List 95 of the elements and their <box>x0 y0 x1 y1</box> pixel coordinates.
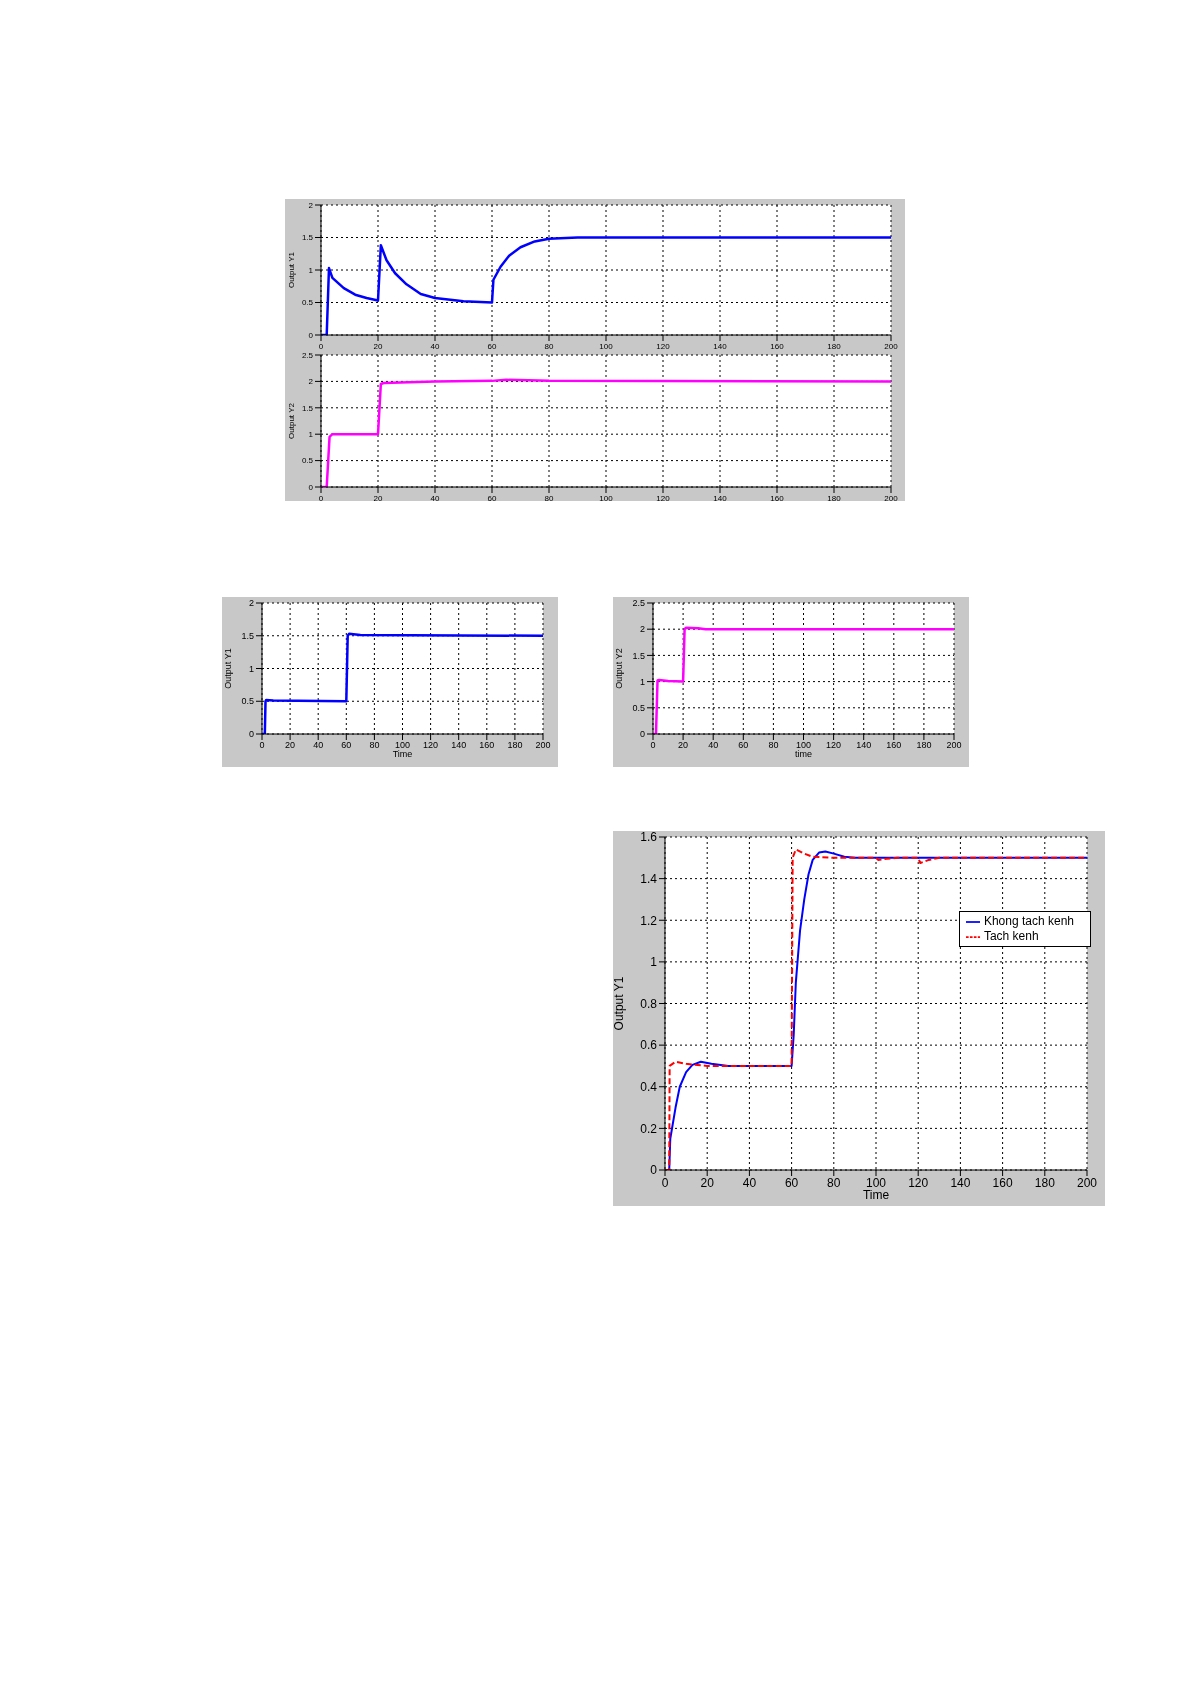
x-tick-label: 60 <box>487 493 497 503</box>
y-axis-title: Output Y1 <box>223 648 234 689</box>
x-tick-label: 160 <box>770 493 785 503</box>
y-tick-label: 2 <box>308 200 314 210</box>
x-tick-label: 160 <box>886 740 902 751</box>
x-tick-label: 140 <box>713 493 728 503</box>
x-tick-label: 120 <box>826 740 842 751</box>
y-tick-label: 0.4 <box>640 1080 658 1095</box>
x-tick-label: 40 <box>708 740 719 751</box>
x-tick-label: 140 <box>950 1175 971 1190</box>
x-tick-label: 20 <box>285 740 296 751</box>
x-tick-label: 40 <box>313 740 324 751</box>
x-tick-label: 20 <box>678 740 689 751</box>
y-tick-label: 1.2 <box>640 913 658 928</box>
y-tick-label: 0.5 <box>632 702 645 713</box>
y-tick-label: 1 <box>639 676 645 687</box>
y-tick-label: 0.5 <box>301 298 314 308</box>
x-tick-label: 180 <box>1034 1175 1056 1190</box>
legend-label: Tach kenh <box>983 928 1039 943</box>
y-tick-label: 0 <box>308 482 314 492</box>
y-axis-title: Output Y1 <box>286 251 296 288</box>
y-tick-label: 0 <box>650 1163 658 1178</box>
y-tick-label: 1.6 <box>640 830 658 845</box>
x-axis-title: time <box>794 749 813 760</box>
x-tick-label: 160 <box>770 341 785 351</box>
x-tick-label: 100 <box>865 1175 887 1190</box>
y-tick-label: 0 <box>639 729 645 740</box>
y-tick-label: 1.5 <box>301 233 314 243</box>
x-axis-title: Time <box>392 749 413 760</box>
x-tick-label: 20 <box>373 493 383 503</box>
x-tick-label: 160 <box>992 1175 1013 1190</box>
x-tick-label: 0 <box>661 1175 669 1190</box>
y-tick-label: 2 <box>308 377 314 387</box>
y-tick-label: 1 <box>308 430 314 440</box>
x-tick-label: 60 <box>784 1175 799 1190</box>
x-tick-label: 200 <box>884 341 899 351</box>
x-tick-label: 60 <box>341 740 352 751</box>
x-tick-label: 140 <box>713 341 728 351</box>
x-tick-label: 200 <box>946 740 962 751</box>
x-axis-title: Time <box>862 1187 890 1202</box>
y-tick-label: 2 <box>639 624 645 635</box>
x-tick-label: 180 <box>507 740 523 751</box>
x-tick-label: 120 <box>423 740 439 751</box>
x-tick-label: 80 <box>544 341 554 351</box>
y-tick-label: 0.5 <box>241 696 254 707</box>
x-tick-label: 20 <box>700 1175 715 1190</box>
y-axis-title: Output Y2 <box>286 402 296 439</box>
x-tick-label: 60 <box>738 740 749 751</box>
x-tick-label: 0 <box>318 341 324 351</box>
x-tick-label: 120 <box>908 1175 929 1190</box>
x-tick-label: 40 <box>430 493 440 503</box>
y-tick-label: 0.8 <box>640 996 658 1011</box>
x-tick-label: 200 <box>1076 1175 1098 1190</box>
y-tick-label: 0.6 <box>640 1038 658 1053</box>
x-tick-label: 180 <box>916 740 932 751</box>
y-tick-label: 1.5 <box>301 403 314 413</box>
x-tick-label: 0 <box>259 740 265 751</box>
x-tick-label: 140 <box>451 740 467 751</box>
x-tick-label: 100 <box>394 740 411 751</box>
x-tick-label: 80 <box>369 740 380 751</box>
y-tick-label: 1.5 <box>632 650 645 661</box>
x-tick-label: 100 <box>795 740 812 751</box>
y-tick-label: 0 <box>248 729 254 740</box>
x-tick-label: 80 <box>768 740 779 751</box>
y-tick-label: 1 <box>308 265 314 275</box>
y-tick-label: 2.5 <box>632 598 645 609</box>
x-tick-label: 180 <box>827 493 842 503</box>
y-tick-label: 1 <box>248 663 254 674</box>
y-tick-label: 0.2 <box>640 1121 658 1136</box>
legend-label: Khong tach kenh <box>983 914 1074 928</box>
x-tick-label: 120 <box>656 341 671 351</box>
x-tick-label: 160 <box>479 740 495 751</box>
x-tick-label: 0 <box>318 493 324 503</box>
x-tick-label: 60 <box>487 341 497 351</box>
y-axis-title: Output Y2 <box>614 648 625 689</box>
x-tick-label: 40 <box>430 341 440 351</box>
y-tick-label: 1.5 <box>241 630 254 641</box>
x-tick-label: 100 <box>599 341 614 351</box>
x-tick-label: 20 <box>373 341 383 351</box>
x-tick-label: 120 <box>656 493 671 503</box>
x-tick-label: 80 <box>827 1175 841 1190</box>
y-tick-label: 0 <box>308 330 314 340</box>
x-tick-label: 140 <box>856 740 872 751</box>
y-tick-label: 2.5 <box>301 350 314 360</box>
x-tick-label: 100 <box>599 493 614 503</box>
x-tick-label: 40 <box>742 1175 757 1190</box>
y-tick-label: 1 <box>650 955 658 970</box>
x-tick-label: 180 <box>827 341 842 351</box>
y-tick-label: 1.4 <box>640 871 658 886</box>
y-axis-title: Output Y1 <box>612 976 627 1031</box>
x-tick-label: 80 <box>544 493 554 503</box>
x-tick-label: 200 <box>884 493 899 503</box>
y-tick-label: 0.5 <box>301 456 314 466</box>
x-tick-label: 200 <box>535 740 551 751</box>
y-tick-label: 2 <box>248 598 254 609</box>
